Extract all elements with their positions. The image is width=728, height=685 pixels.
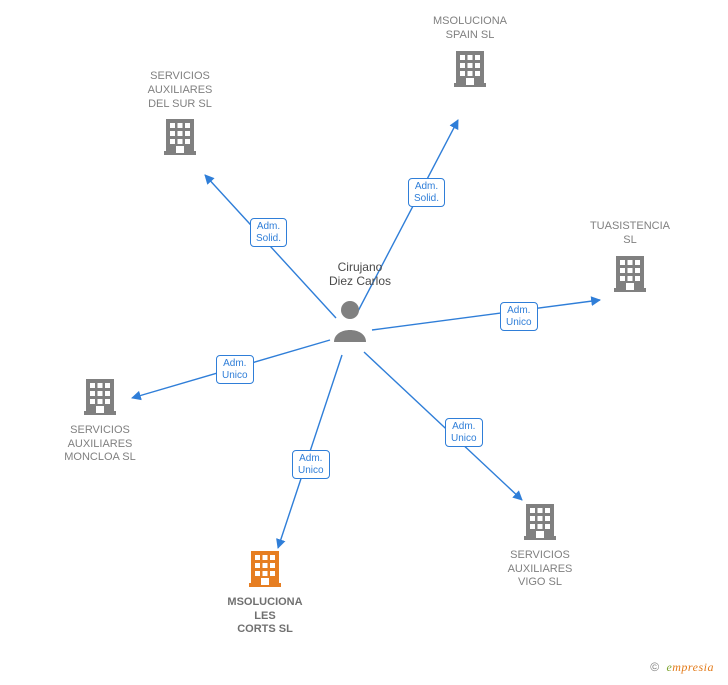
copyright-symbol: © bbox=[650, 660, 659, 674]
company-label-line: AUXILIARES bbox=[490, 563, 590, 577]
building-icon bbox=[82, 375, 118, 420]
building-icon bbox=[522, 500, 558, 545]
company-label-line: SERVICIOS bbox=[130, 70, 230, 84]
company-label-line: CORTS SL bbox=[215, 623, 315, 637]
company-node: SERVICIOSAUXILIARESMONCLOA SL bbox=[50, 375, 150, 465]
company-label-line: MONCLOA SL bbox=[50, 451, 150, 465]
company-label-line: SL bbox=[580, 234, 680, 248]
company-label-line: MSOLUCIONA bbox=[215, 596, 315, 610]
company-label-line: MSOLUCIONA bbox=[420, 15, 520, 29]
edge-label: Adm. Solid. bbox=[408, 178, 445, 207]
center-node-label: Cirujano Diez Carlos bbox=[315, 260, 405, 288]
edge-line bbox=[372, 300, 600, 330]
center-label-line1: Cirujano bbox=[338, 260, 383, 274]
company-label-line: SPAIN SL bbox=[420, 29, 520, 43]
company-label-line: AUXILIARES bbox=[50, 438, 150, 452]
company-node: MSOLUCIONALESCORTS SL bbox=[215, 547, 315, 637]
edge-label: Adm. Unico bbox=[445, 418, 483, 447]
person-icon bbox=[330, 298, 370, 347]
building-icon bbox=[247, 547, 283, 592]
building-icon bbox=[452, 47, 488, 92]
edge-label: Adm. Unico bbox=[500, 302, 538, 331]
edge-label: Adm. Unico bbox=[292, 450, 330, 479]
company-node: TUASISTENCIASL bbox=[580, 220, 680, 296]
company-label-line: SERVICIOS bbox=[50, 424, 150, 438]
edge-label: Adm. Unico bbox=[216, 355, 254, 384]
company-node: SERVICIOSAUXILIARESVIGO SL bbox=[490, 500, 590, 590]
building-icon bbox=[162, 115, 198, 160]
company-label-line: SERVICIOS bbox=[490, 549, 590, 563]
center-label-line2: Diez Carlos bbox=[329, 274, 391, 288]
edge-label: Adm. Solid. bbox=[250, 218, 287, 247]
center-node bbox=[330, 298, 370, 347]
edge-line bbox=[364, 352, 522, 500]
company-node: MSOLUCIONASPAIN SL bbox=[420, 15, 520, 91]
building-icon bbox=[612, 252, 648, 297]
footer-copyright: © empresia bbox=[650, 660, 714, 675]
company-label-line: TUASISTENCIA bbox=[580, 220, 680, 234]
brand-name: empresia bbox=[666, 660, 714, 674]
company-node: SERVICIOSAUXILIARESDEL SUR SL bbox=[130, 70, 230, 160]
company-label-line: VIGO SL bbox=[490, 576, 590, 590]
company-label-line: DEL SUR SL bbox=[130, 98, 230, 112]
company-label-line: AUXILIARES bbox=[130, 84, 230, 98]
company-label-line: LES bbox=[215, 610, 315, 624]
